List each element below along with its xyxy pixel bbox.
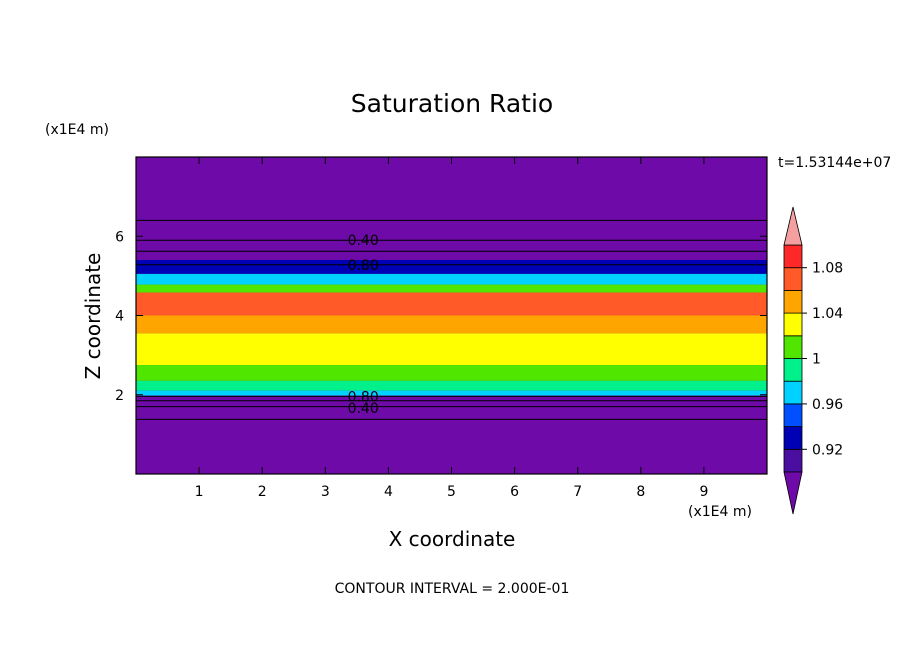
x-tick-label-0: 1 [195,484,204,500]
colorbar-swatch-9 [783,244,803,269]
x-units-label: (x1E4 m) [688,504,752,520]
colorbar-label-3: 1.04 [812,306,843,322]
contour-label-1: 0.80 [348,258,379,274]
x-tick-label-8: 9 [699,484,708,500]
colorbar-label-4: 1.08 [812,261,843,277]
x-tick-label-3: 4 [384,484,393,500]
colorbar-swatch-6 [783,312,803,337]
colorbar-over-triangle [783,206,803,246]
colorbar-swatch-1 [783,426,803,450]
y-axis-ticks: 2 4 6 [115,229,767,404]
y-axis-title: Z coordinate [81,253,105,380]
colorbar-label-2: 1 [812,352,821,368]
colorbar-label-0: 0.92 [812,442,843,458]
band-2 [136,284,767,293]
band-3 [136,292,767,316]
colorbar-swatch-7 [783,289,803,314]
time-label: t=1.53144e+07 [778,155,891,171]
y-units-label: (x1E4 m) [45,122,109,138]
x-tick-label-5: 6 [510,484,519,500]
x-axis-ticks: 1 2 3 4 5 6 7 8 9 [195,157,708,500]
colorbar-swatch-2 [783,403,803,427]
band-5 [136,333,767,366]
band-6 [136,365,767,381]
chart-title: Saturation Ratio [351,89,553,118]
x-tick-label-1: 2 [258,484,267,500]
band-7 [136,380,767,391]
band-1 [136,273,767,285]
colorbar-swatch-8 [783,267,803,291]
x-axis-title: X coordinate [389,527,516,551]
colorbar-under-triangle [783,471,803,515]
y-tick-label-0: 2 [115,388,124,404]
band-4 [136,315,767,334]
y-tick-label-1: 4 [115,309,124,325]
x-tick-label-4: 5 [447,484,456,500]
x-tick-label-2: 3 [321,484,330,500]
band-8 [136,390,767,396]
contour-interval-note: CONTOUR INTERVAL = 2.000E-01 [335,581,570,597]
colorbar-swatch-4 [783,358,803,382]
colorbar-swatch-3 [783,380,803,405]
contour-label-3: 0.40 [348,401,379,417]
colorbar: 0.92 0.96 1 1.04 1.08 [783,206,843,515]
x-tick-label-7: 8 [636,484,645,500]
contour-labels: 0.400.800.800.40 [348,233,379,417]
x-tick-label-6: 7 [573,484,582,500]
band-0 [136,260,767,274]
contour-label-0: 0.40 [348,233,379,249]
contour-lines [136,219,767,420]
contour-label-2: 0.80 [348,389,379,405]
color-bands [136,260,767,396]
colorbar-label-1: 0.96 [812,397,843,413]
colorbar-swatch-5 [783,335,803,359]
colorbar-swatch-0 [783,448,803,473]
plot-area: 0.400.800.800.40 [135,156,768,475]
y-tick-label-2: 6 [115,229,124,245]
